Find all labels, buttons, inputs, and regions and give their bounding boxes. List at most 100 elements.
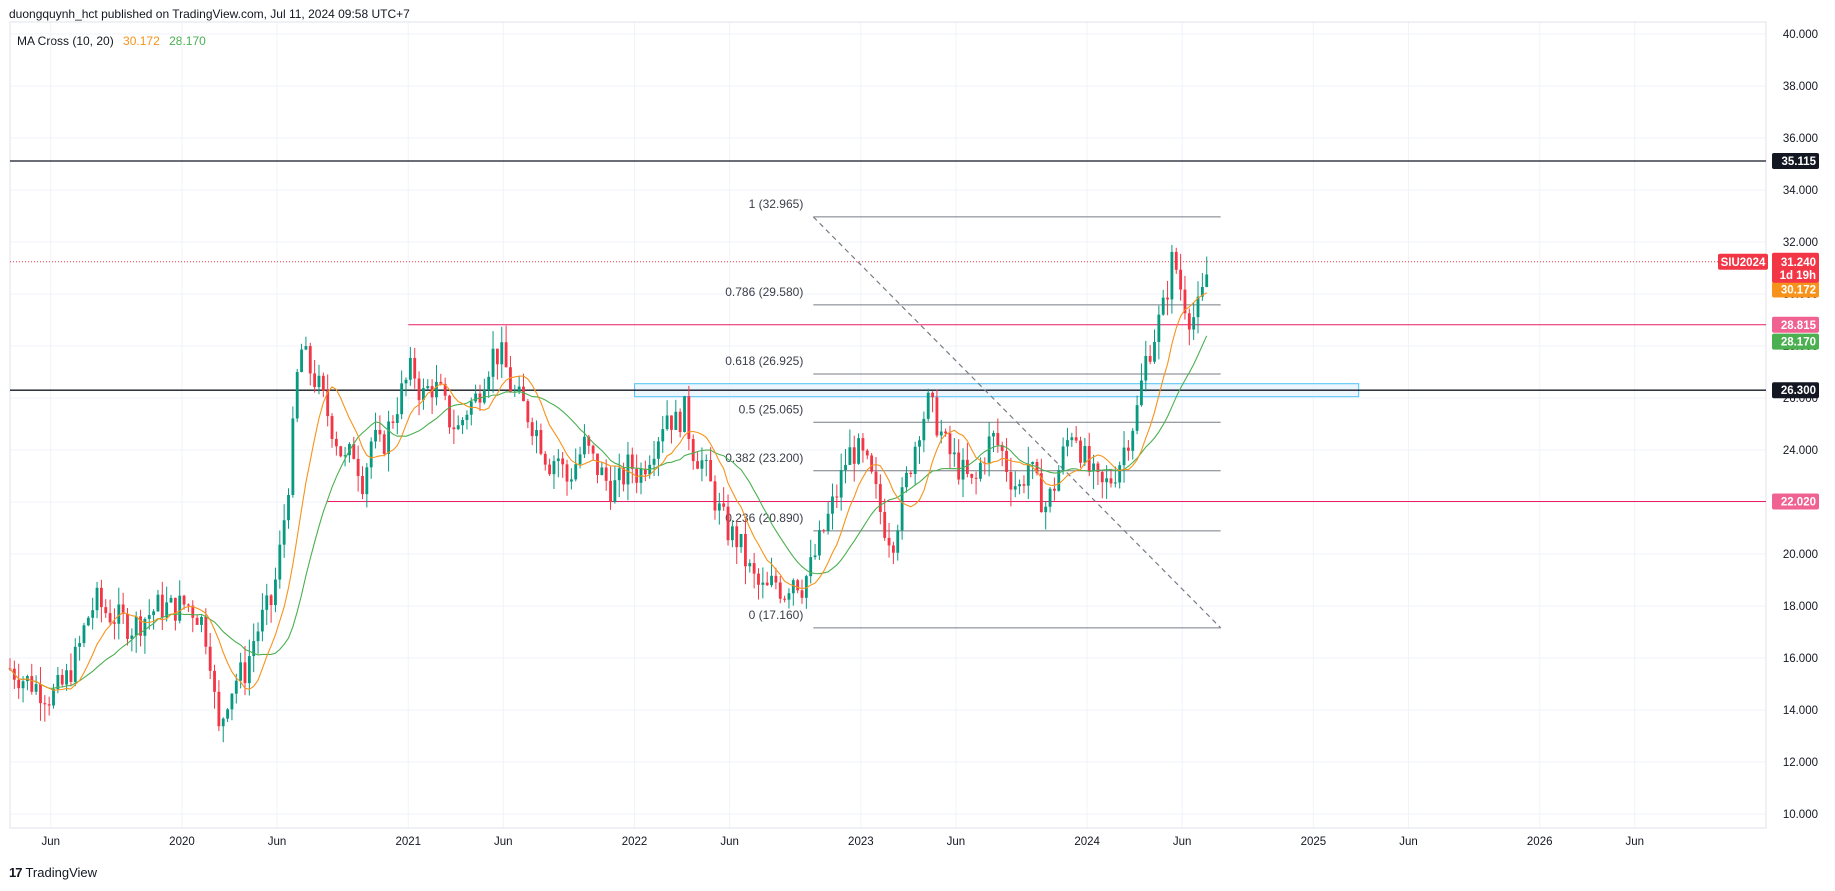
candle-body xyxy=(1183,289,1187,314)
price-tick-label: 34.000 xyxy=(1783,185,1818,197)
candle-body xyxy=(256,631,260,642)
candle-body xyxy=(922,418,926,441)
candle-body xyxy=(82,625,86,644)
candle-body xyxy=(448,395,451,428)
candle-body xyxy=(173,597,177,621)
candle-body xyxy=(330,416,334,439)
candle-body xyxy=(426,386,430,389)
candle-body xyxy=(178,595,182,621)
candle-body xyxy=(874,471,878,485)
hline-badge-22020: 22.020 xyxy=(1772,493,1819,510)
candle-body xyxy=(1170,251,1174,300)
candle-body xyxy=(126,613,129,639)
candle-body xyxy=(961,459,965,480)
candle-body xyxy=(47,704,51,706)
candle-body xyxy=(804,576,808,598)
hline-badge-35115: 35.115 xyxy=(1772,153,1819,170)
candle-body xyxy=(1079,440,1082,463)
candle-body xyxy=(487,376,491,390)
candle-body xyxy=(56,675,60,689)
hline-badge-26300-text: 26.300 xyxy=(1781,385,1816,397)
candle-body xyxy=(308,346,312,374)
candle-body xyxy=(73,646,77,682)
candle-body xyxy=(1140,380,1143,406)
time-tick-label: Jun xyxy=(1173,836,1192,848)
candle-body xyxy=(535,430,538,437)
candle-body xyxy=(1096,463,1100,473)
symbol-tag xyxy=(1718,253,1768,270)
fib-level-label: 0.5 (25.065) xyxy=(739,402,804,416)
candle-body xyxy=(1153,342,1156,362)
candle-body xyxy=(617,468,621,481)
indicator-legend[interactable]: MA Cross (10, 20) 30.172 28.170 xyxy=(17,34,206,48)
fib-level-label: 0.382 (23.200) xyxy=(725,451,803,465)
ma20-badge-text: 28.170 xyxy=(1781,337,1816,349)
candle-body xyxy=(835,496,839,498)
candle-body xyxy=(39,684,42,704)
candle-body xyxy=(104,607,108,614)
candle-body xyxy=(630,454,634,469)
candle-body xyxy=(1126,447,1130,451)
candle-body xyxy=(926,392,930,419)
candle-body xyxy=(69,670,73,682)
candle-body xyxy=(952,452,956,455)
last-price-text: 31.240 xyxy=(1781,257,1816,269)
fib-level-label: 0.618 (26.925) xyxy=(725,354,803,368)
candle-body xyxy=(474,393,478,402)
candle-body xyxy=(539,430,543,454)
candle-body xyxy=(696,461,699,469)
time-tick-label: Jun xyxy=(947,836,966,848)
candle-body xyxy=(1131,430,1135,451)
candle-body xyxy=(548,464,552,475)
candle-body xyxy=(182,595,186,605)
candle-body xyxy=(1166,297,1169,300)
candle-body xyxy=(378,429,382,435)
candle-body xyxy=(1018,484,1022,487)
candle-body xyxy=(391,421,395,423)
candle-body xyxy=(352,444,356,459)
price-tick-label: 38.000 xyxy=(1783,81,1818,93)
candle-body xyxy=(979,462,982,479)
candle-body xyxy=(765,582,769,586)
candle-body xyxy=(34,684,38,692)
candle-body xyxy=(400,383,404,415)
countdown-text: 1d 19h xyxy=(1780,270,1816,282)
candle-body xyxy=(1009,471,1013,490)
candle-body xyxy=(852,447,856,464)
candle-body xyxy=(456,425,460,430)
candle-body xyxy=(1200,286,1204,297)
candle-body xyxy=(652,458,656,465)
ma10-badge-text: 30.172 xyxy=(1781,285,1816,297)
candle-body xyxy=(870,455,874,472)
candle-body xyxy=(822,530,826,532)
candle-body xyxy=(583,436,586,455)
candle-body xyxy=(1157,314,1161,343)
candle-body xyxy=(465,414,469,420)
candle-body xyxy=(974,477,978,479)
candle-body xyxy=(957,452,961,480)
candle-body xyxy=(243,662,247,684)
time-tick-label: 2024 xyxy=(1074,836,1100,848)
time-tick-label: Jun xyxy=(41,836,60,848)
candle-body xyxy=(495,348,499,365)
candle-body xyxy=(1113,482,1117,484)
candle-body xyxy=(287,494,290,521)
candle-body xyxy=(86,617,90,626)
candle-body xyxy=(435,381,438,398)
candle-body xyxy=(1074,437,1078,441)
candle-body xyxy=(1013,486,1017,490)
price-axis: 40.00038.00036.00034.00032.00030.00028.0… xyxy=(1783,29,1818,821)
candle-body xyxy=(1035,462,1039,474)
candle-body xyxy=(382,434,386,454)
candle-body xyxy=(900,487,904,531)
ma10-value: 30.172 xyxy=(123,34,160,48)
candle-body xyxy=(887,537,891,546)
candle-body xyxy=(665,415,669,430)
candle-body xyxy=(404,379,408,384)
candle-body xyxy=(778,582,782,599)
candle-body xyxy=(1118,465,1122,483)
candle-body xyxy=(421,388,425,401)
fib-level-label: 1 (32.965) xyxy=(749,197,804,211)
